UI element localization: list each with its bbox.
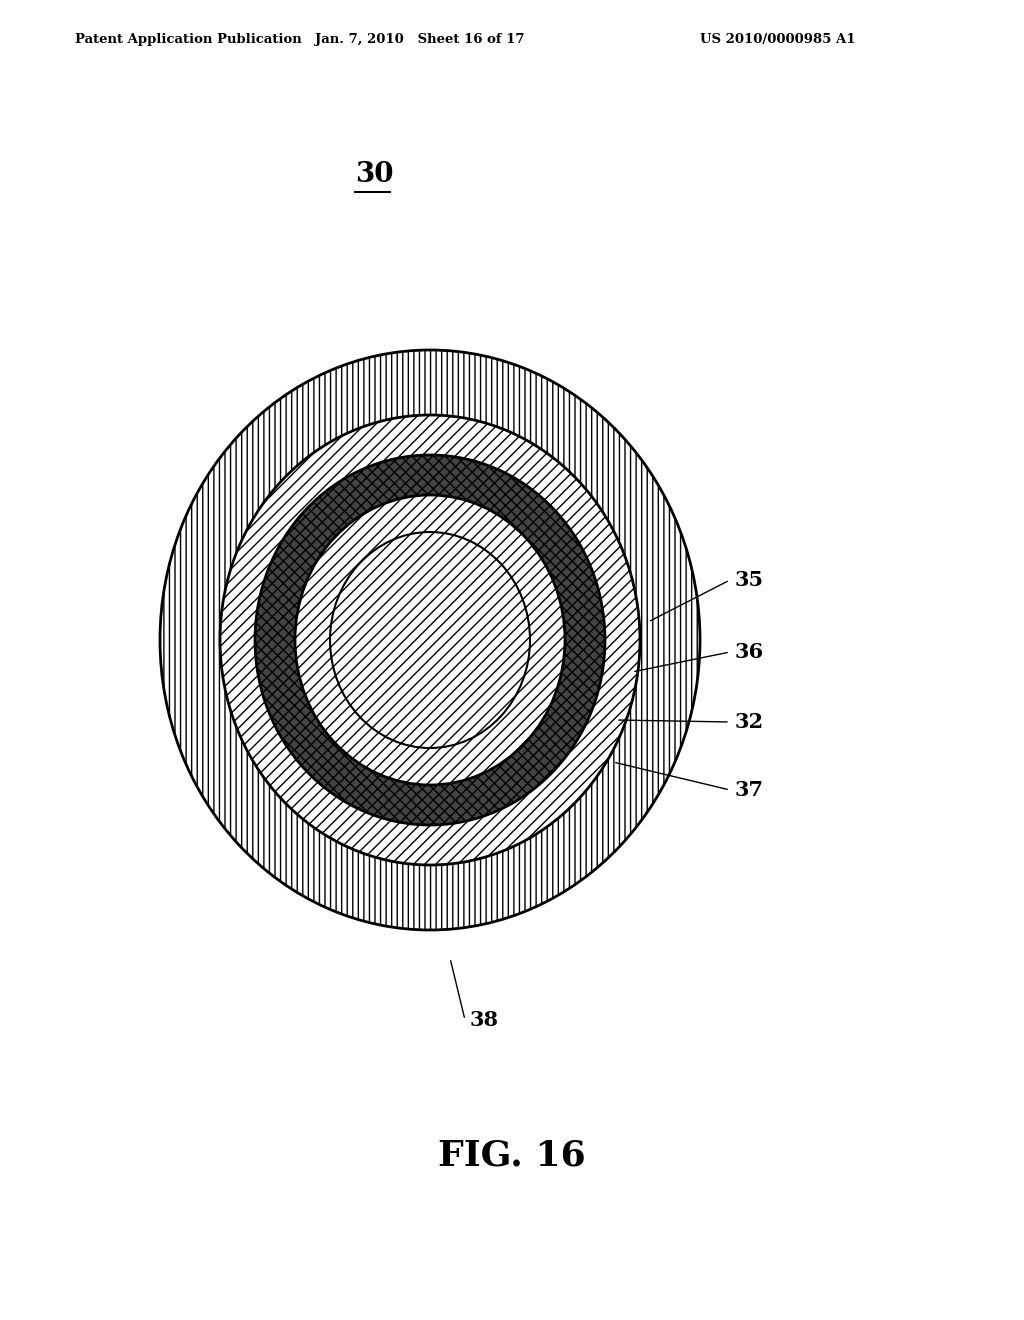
Text: 35: 35	[735, 570, 764, 590]
Text: Patent Application Publication: Patent Application Publication	[75, 33, 302, 46]
Ellipse shape	[220, 414, 640, 865]
Text: Jan. 7, 2010   Sheet 16 of 17: Jan. 7, 2010 Sheet 16 of 17	[315, 33, 524, 46]
Text: 32: 32	[735, 711, 764, 733]
Ellipse shape	[255, 455, 605, 825]
Ellipse shape	[330, 532, 530, 748]
Text: FIG. 16: FIG. 16	[438, 1138, 586, 1172]
Text: 36: 36	[735, 642, 764, 663]
Text: 37: 37	[735, 780, 764, 800]
Text: 38: 38	[470, 1010, 499, 1030]
Text: US 2010/0000985 A1: US 2010/0000985 A1	[700, 33, 855, 46]
Text: 30: 30	[355, 161, 393, 189]
Ellipse shape	[160, 350, 700, 931]
Ellipse shape	[295, 495, 565, 785]
